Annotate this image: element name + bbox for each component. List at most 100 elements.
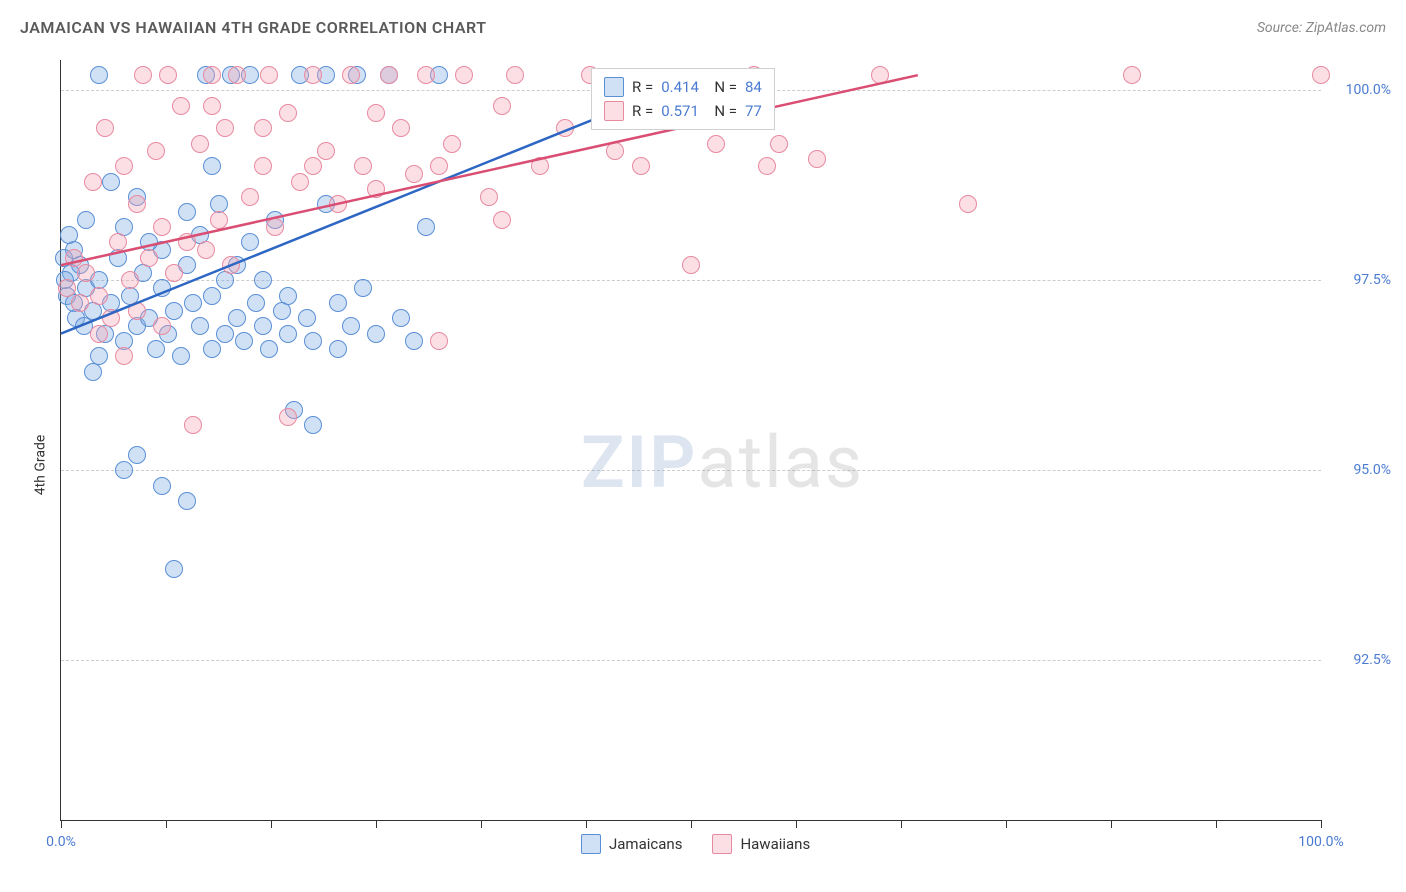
scatter-point [235,332,253,350]
scatter-point [480,188,498,206]
scatter-point [203,340,221,358]
scatter-point [430,332,448,350]
scatter-point [191,135,209,153]
scatter-point [1123,66,1141,84]
x-tick-label: 100.0% [1298,834,1343,850]
scatter-point [84,173,102,191]
r-label: R = [632,99,653,123]
scatter-point [128,302,146,320]
n-value: 84 [745,75,762,99]
r-value: 0.414 [661,75,699,99]
source-attribution: Source: ZipAtlas.com [1257,20,1386,36]
series-name: Jamaicans [609,835,682,853]
scatter-point [165,264,183,282]
scatter-point [304,416,322,434]
stats-legend: R = 0.414 N = 84R = 0.571 N = 77 [591,68,775,130]
scatter-point [140,249,158,267]
scatter-point [65,249,83,267]
scatter-point [90,347,108,365]
scatter-point [317,142,335,160]
x-tick [1216,820,1217,828]
scatter-point [222,256,240,274]
scatter-point [58,279,76,297]
n-label: N = [707,75,737,99]
legend-swatch [604,101,624,121]
scatter-point [367,104,385,122]
x-tick [901,820,902,828]
x-tick [1111,820,1112,828]
scatter-point [115,461,133,479]
scatter-point [228,309,246,327]
scatter-point [96,119,114,137]
scatter-point [380,66,398,84]
scatter-point [178,492,196,510]
scatter-point [203,66,221,84]
scatter-point [191,317,209,335]
x-tick [481,820,482,828]
scatter-point [203,287,221,305]
x-tick [796,820,797,828]
scatter-point [260,340,278,358]
scatter-point [279,325,297,343]
series-legend-item: Hawaiians [712,834,810,854]
scatter-point [871,66,889,84]
scatter-point [153,279,171,297]
scatter-point [184,416,202,434]
scatter-point [632,157,650,175]
scatter-point [493,211,511,229]
scatter-point [147,142,165,160]
scatter-point [455,66,473,84]
scatter-point [707,135,725,153]
scatter-point [254,119,272,137]
trend-lines [61,60,1321,820]
scatter-point [493,97,511,115]
scatter-point [128,446,146,464]
scatter-point [443,135,461,153]
r-label: R = [632,75,653,99]
x-tick [61,820,62,828]
stats-legend-row: R = 0.571 N = 77 [604,99,762,123]
scatter-point [153,477,171,495]
x-tick-label: 0.0% [46,834,76,850]
scatter-point [405,332,423,350]
scatter-point [153,218,171,236]
scatter-point [60,226,78,244]
scatter-point [329,294,347,312]
scatter-point [203,157,221,175]
scatter-point [90,66,108,84]
scatter-point [90,325,108,343]
x-tick [691,820,692,828]
legend-swatch [581,834,601,854]
scatter-point [247,294,265,312]
scatter-point [216,325,234,343]
y-tick-label: 92.5% [1331,652,1391,668]
scatter-point [254,157,272,175]
scatter-point [216,119,234,137]
scatter-point [342,66,360,84]
scatter-point [115,347,133,365]
gridline [61,280,1321,281]
x-tick [586,820,587,828]
scatter-point [197,241,215,259]
scatter-point [102,173,120,191]
y-axis-label: 4th Grade [32,435,48,496]
scatter-point [506,66,524,84]
scatter-point [682,256,700,274]
plot-area: 92.5%95.0%97.5%100.0%0.0%100.0%ZIPatlasR… [60,60,1321,821]
scatter-point [279,287,297,305]
scatter-point [266,218,284,236]
x-tick [166,820,167,828]
scatter-point [184,294,202,312]
scatter-point [260,66,278,84]
series-legend: Jamaicans Hawaiians [581,834,810,854]
gridline [61,470,1321,471]
scatter-point [298,309,316,327]
scatter-point [367,180,385,198]
gridline [61,660,1321,661]
x-tick [376,820,377,828]
scatter-point [531,157,549,175]
scatter-point [254,271,272,289]
scatter-point [172,347,190,365]
scatter-point [241,188,259,206]
scatter-point [77,264,95,282]
